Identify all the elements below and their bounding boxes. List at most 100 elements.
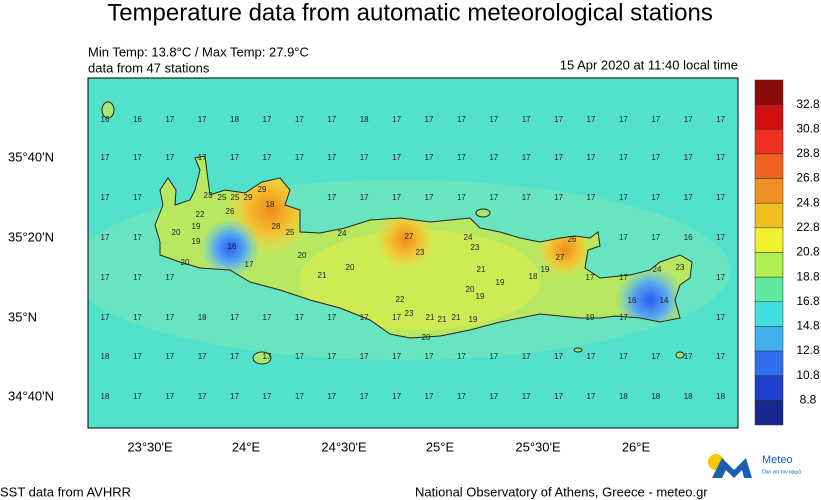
colorbar-band xyxy=(754,104,784,130)
grid-value: 17 xyxy=(198,392,207,401)
grid-value: 17 xyxy=(651,193,660,202)
station-value: 20 xyxy=(172,228,181,237)
grid-value: 17 xyxy=(684,153,693,162)
colorbar-tick: 20.8 xyxy=(796,245,820,259)
station-value: 20 xyxy=(298,251,307,260)
grid-value: 17 xyxy=(587,193,596,202)
grid-value: 17 xyxy=(457,352,466,361)
grid-value: 17 xyxy=(327,153,336,162)
grid-value: 17 xyxy=(263,313,272,322)
grid-value: 17 xyxy=(133,233,142,242)
station-value: 26 xyxy=(226,207,235,216)
grid-value: 17 xyxy=(651,153,660,162)
grid-value: 17 xyxy=(327,115,336,124)
grid-value: 18 xyxy=(619,392,628,401)
colorbar-band xyxy=(754,375,784,401)
grid-value: 17 xyxy=(198,352,207,361)
grid-value: 17 xyxy=(716,193,725,202)
colorbar-band xyxy=(754,400,784,426)
grid-value: 17 xyxy=(554,352,563,361)
title: Temperature data from automatic meteorol… xyxy=(107,0,713,26)
grid-value: 17 xyxy=(587,352,596,361)
station-value: 28 xyxy=(272,222,281,231)
colorbar-band xyxy=(754,350,784,376)
station-value: 24 xyxy=(338,229,347,238)
grid-value: 17 xyxy=(457,392,466,401)
grid-value: 16 xyxy=(133,115,142,124)
grid-value: 17 xyxy=(522,193,531,202)
grid-value: 18 xyxy=(101,392,110,401)
grid-value: 17 xyxy=(619,273,628,282)
grid-value: 17 xyxy=(684,115,693,124)
grid-value: 17 xyxy=(101,233,110,242)
logo-text: Meteo xyxy=(762,454,793,466)
grid-value: 17 xyxy=(295,153,304,162)
grid-value: 17 xyxy=(392,392,401,401)
grid-value: 17 xyxy=(360,193,369,202)
map xyxy=(88,78,738,428)
grid-value: 17 xyxy=(489,115,498,124)
colorbar-band xyxy=(754,153,784,179)
grid-value: 17 xyxy=(392,115,401,124)
station-value: 19 xyxy=(496,278,505,287)
islet xyxy=(252,351,272,365)
station-value: 20 xyxy=(181,258,190,267)
grid-value: 17 xyxy=(587,392,596,401)
grid-value: 17 xyxy=(489,392,498,401)
station-value: 21 xyxy=(438,315,447,324)
grid-value: 17 xyxy=(554,392,563,401)
map-frame xyxy=(87,77,739,429)
islet xyxy=(573,347,583,353)
grid-value: 17 xyxy=(263,392,272,401)
station-value: 27 xyxy=(405,232,414,241)
minmax: Min Temp: 13.8°C / Max Temp: 27.9°C xyxy=(88,44,309,59)
colorbar-tick: 12.8 xyxy=(796,343,820,357)
grid-value: 17 xyxy=(327,193,336,202)
station-value: 21 xyxy=(477,265,486,274)
grid-value: 17 xyxy=(587,153,596,162)
grid-value: 17 xyxy=(360,313,369,322)
grid-value: 17 xyxy=(360,352,369,361)
grid-value: 17 xyxy=(263,153,272,162)
grid-value: 17 xyxy=(619,115,628,124)
footer-right: National Observatory of Athens, Greece -… xyxy=(415,484,708,499)
station-value: 19 xyxy=(476,292,485,301)
grid-value: 17 xyxy=(522,115,531,124)
colorbar-band xyxy=(754,301,784,327)
lon-label: 25°30'E xyxy=(515,439,561,454)
station-value: 21 xyxy=(426,313,435,322)
grid-value: 17 xyxy=(165,273,174,282)
lon-label: 25°E xyxy=(426,439,455,454)
station-value: 25 xyxy=(286,228,295,237)
colorbar-tick: 24.8 xyxy=(796,195,820,209)
grid-value: 17 xyxy=(133,153,142,162)
grid-value: 17 xyxy=(716,233,725,242)
station-value: 19 xyxy=(469,315,478,324)
lat-label: 35°40'N xyxy=(8,149,54,164)
grid-value: 17 xyxy=(392,313,401,322)
grid-value: 17 xyxy=(165,313,174,322)
grid-value: 18 xyxy=(230,115,239,124)
grid-value: 17 xyxy=(101,273,110,282)
grid-value: 17 xyxy=(327,352,336,361)
logo-m xyxy=(712,458,752,478)
grid-value: 17 xyxy=(360,153,369,162)
grid-value: 17 xyxy=(360,392,369,401)
grid-value: 17 xyxy=(295,392,304,401)
grid-value: 17 xyxy=(684,352,693,361)
station-value: 16 xyxy=(228,242,237,251)
station-value: 20 xyxy=(466,285,475,294)
grid-value: 17 xyxy=(489,352,498,361)
colorbar-tick: 22.8 xyxy=(796,220,820,234)
footer-left: SST data from AVHRR xyxy=(0,484,131,499)
grid-value: 17 xyxy=(684,193,693,202)
grid-value: 17 xyxy=(230,313,239,322)
grid-value: 17 xyxy=(101,193,110,202)
grid-value: 18 xyxy=(716,392,725,401)
station-value: 23 xyxy=(416,248,425,257)
station-value: 19 xyxy=(541,265,550,274)
station-value: 24 xyxy=(464,233,473,242)
grid-value: 17 xyxy=(619,193,628,202)
grid-value: 17 xyxy=(230,153,239,162)
